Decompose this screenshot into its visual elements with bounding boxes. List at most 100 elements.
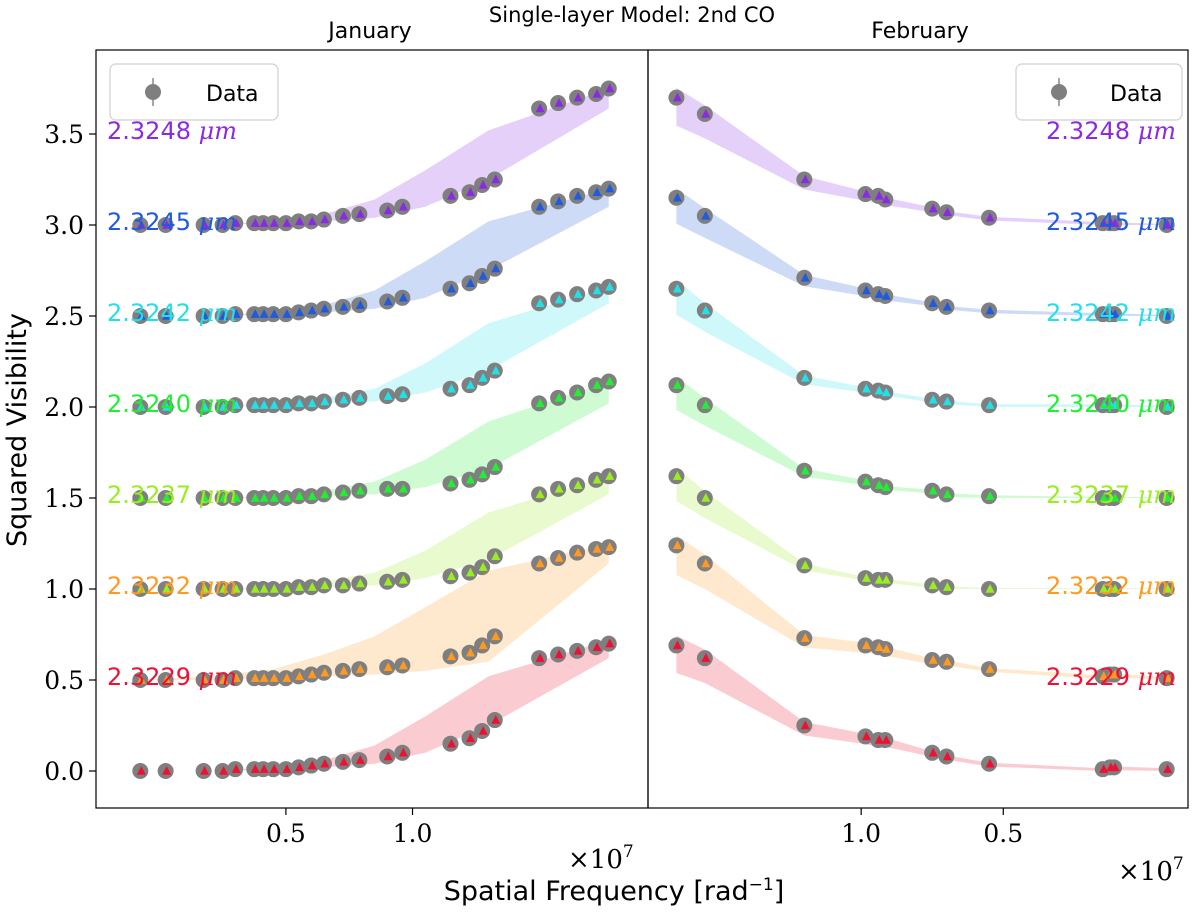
model-point <box>231 673 241 682</box>
model-point <box>162 220 172 229</box>
model-point <box>136 493 146 502</box>
model-point <box>282 493 292 502</box>
model-point <box>605 376 615 386</box>
model-point <box>200 493 210 502</box>
model-point <box>672 540 682 550</box>
january-x-axis: 1.0 0.5 <box>266 808 432 848</box>
wavelength-label-2.3242: 2.3242 μm <box>1046 299 1176 327</box>
model-point <box>231 309 241 318</box>
model-point <box>231 400 241 409</box>
model-point <box>269 673 279 682</box>
model-point <box>800 372 810 382</box>
model-point <box>874 642 884 651</box>
figure-suptitle: Single-layer Model: 2nd CO <box>489 3 775 27</box>
model-point <box>478 179 488 189</box>
model-point <box>701 558 711 568</box>
model-point <box>295 491 305 500</box>
model-band <box>133 188 609 316</box>
model-point <box>478 640 488 650</box>
wavelength-label-2.3232: 2.3232 μm <box>107 572 237 600</box>
y-tick-label: 3.5 <box>44 120 84 149</box>
model-point <box>861 383 871 393</box>
model-point <box>398 292 408 302</box>
model-point <box>1110 493 1120 502</box>
series-2.3245 <box>668 188 1175 324</box>
model-point <box>446 478 456 488</box>
series-2.3248 <box>668 87 1175 233</box>
february-legend: Data <box>1015 63 1183 121</box>
model-point <box>136 766 146 775</box>
model-point <box>320 303 330 313</box>
january-axes-frame <box>95 49 649 809</box>
model-point <box>672 471 682 480</box>
february-axes-frame <box>647 49 1189 809</box>
model-point <box>259 764 269 773</box>
x-tick-label: 0.5 <box>266 819 306 848</box>
model-point <box>554 98 564 107</box>
model-point <box>355 664 365 673</box>
model-point <box>535 558 545 568</box>
february-legend-label: Data <box>1110 82 1163 107</box>
model-point <box>282 764 292 773</box>
model-point <box>881 574 891 584</box>
model-point <box>942 207 952 217</box>
model-point <box>383 205 393 215</box>
model-point <box>269 309 279 318</box>
model-point <box>162 311 172 320</box>
model-band <box>676 635 1167 771</box>
model-point <box>1110 584 1120 593</box>
model-point <box>1099 671 1109 681</box>
model-point <box>355 300 365 309</box>
model-point <box>942 582 952 591</box>
model-point <box>398 660 408 670</box>
model-point <box>942 751 952 761</box>
model-point <box>200 766 210 775</box>
model-point <box>339 756 349 766</box>
february-legend-box <box>1015 63 1183 121</box>
model-point <box>250 309 260 318</box>
model-point <box>881 644 891 653</box>
model-point <box>307 760 317 770</box>
model-point <box>231 493 241 502</box>
model-point <box>295 762 305 772</box>
model-point <box>672 192 682 202</box>
model-band <box>133 381 609 498</box>
model-band <box>676 534 1167 680</box>
model-point <box>1110 669 1120 679</box>
model-point <box>928 485 938 495</box>
model-point <box>398 201 408 211</box>
wavelength-label-2.3232: 2.3232 μm <box>1046 572 1176 600</box>
x-axis-label: Spatial Frequency [rad−1] <box>444 875 785 907</box>
series-2.3237 <box>132 468 617 597</box>
model-point <box>320 758 330 768</box>
model-point <box>465 187 475 196</box>
x-tick-label: 1.0 <box>393 819 433 848</box>
model-point <box>1099 400 1109 409</box>
model-point <box>1163 220 1173 229</box>
model-point <box>136 584 146 593</box>
model-point <box>398 483 408 493</box>
series-2.3242 <box>668 279 1175 415</box>
model-point <box>355 209 365 218</box>
model-point <box>985 212 995 222</box>
model-point <box>259 493 269 502</box>
model-point <box>605 471 615 480</box>
model-point <box>1110 218 1120 227</box>
model-point <box>339 210 349 220</box>
model-point <box>282 400 292 409</box>
model-point <box>573 92 583 102</box>
model-point <box>800 174 810 184</box>
model-point <box>282 673 292 682</box>
wavelength-label-2.3229: 2.3229 μm <box>1046 663 1176 691</box>
model-point <box>269 218 279 227</box>
model-point <box>554 649 564 659</box>
model-point <box>881 482 891 491</box>
model-point <box>554 294 564 304</box>
model-point <box>200 311 210 320</box>
model-point <box>383 483 393 493</box>
y-tick-label: 2.0 <box>44 393 84 422</box>
model-point <box>881 290 891 300</box>
model-point <box>701 305 711 315</box>
model-point <box>573 480 583 490</box>
model-point <box>446 283 456 293</box>
